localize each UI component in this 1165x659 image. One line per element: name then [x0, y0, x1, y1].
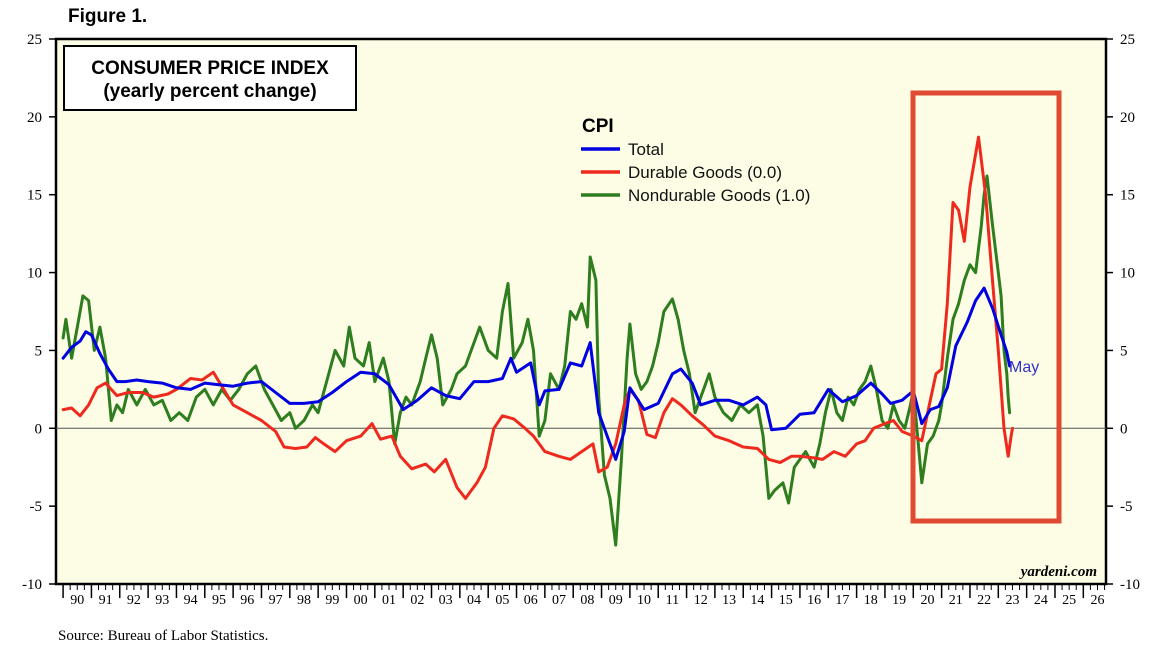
x-tick-label: 12 [694, 593, 708, 608]
x-tick-label: 01 [382, 593, 396, 608]
x-tick-label: 17 [835, 593, 849, 608]
y-tick-label-left: 15 [27, 188, 42, 204]
x-tick-label: 23 [1005, 593, 1019, 608]
x-tick-label: 22 [977, 593, 991, 608]
x-tick-label: 97 [269, 593, 283, 608]
title-line-1: CONSUMER PRICE INDEX [91, 58, 329, 79]
y-tick-label-right: 25 [1120, 32, 1135, 48]
plot-area [54, 37, 1108, 586]
y-tick-label-right: 5 [1120, 343, 1128, 359]
y-tick-label-left: 0 [35, 421, 43, 437]
y-tick-label-left: 25 [27, 32, 42, 48]
right-y-axis: -10 -5 0 5 10 15 20 25 [1106, 32, 1140, 593]
x-tick-label: 02 [410, 593, 424, 608]
x-tick-label: 15 [779, 593, 793, 608]
series-line-durable [61, 135, 1014, 500]
x-tick-label: 13 [722, 593, 736, 608]
x-tick-label: 04 [467, 593, 481, 608]
x-tick-label: 95 [212, 593, 226, 608]
x-tick-label: 10 [637, 593, 651, 608]
x-tick-label: 07 [552, 593, 566, 608]
title-line-2: (yearly percent change) [103, 81, 316, 102]
title-box [63, 45, 357, 111]
x-tick-label: 06 [524, 593, 538, 608]
watermark: yardeni.com [1019, 564, 1097, 580]
x-tick-label: 93 [155, 593, 169, 608]
y-tick-label-right: 20 [1120, 110, 1135, 126]
x-tick-label: 92 [127, 593, 141, 608]
x-tick-label: 21 [949, 593, 963, 608]
x-tick-label: 08 [580, 593, 594, 608]
x-tick-label: 19 [892, 593, 906, 608]
x-tick-label: 24 [1034, 593, 1048, 608]
series-line-nondurable [61, 174, 1012, 547]
x-tick-label: 98 [297, 593, 311, 608]
end-label: May [1009, 359, 1039, 376]
y-tick-label-right: 15 [1120, 188, 1135, 204]
legend-label-total: Total [628, 140, 664, 159]
x-tick-label: 18 [864, 593, 878, 608]
y-tick-label-left: 10 [27, 266, 42, 282]
left-y-axis: -10 -5 0 5 10 15 20 25 [22, 32, 56, 593]
y-tick-label-right: -10 [1120, 577, 1140, 593]
legend-label-durable: Durable Goods (0.0) [628, 163, 782, 182]
x-tick-label: 20 [920, 593, 934, 608]
x-tick-label: 14 [750, 593, 764, 608]
x-tick-label: 09 [609, 593, 623, 608]
source-note: Source: Bureau of Labor Statistics. [58, 628, 269, 644]
y-tick-label-left: -5 [30, 499, 43, 515]
x-axis: 90 91 92 93 94 95 96 97 98 99 00 01 02 03 04 05 06 07 08 09… [62, 584, 1106, 608]
x-tick-label: 91 [99, 593, 113, 608]
x-tick-label: 00 [354, 593, 368, 608]
x-tick-label: 05 [495, 593, 509, 608]
legend-label-nondurable: Nondurable Goods (1.0) [628, 186, 810, 205]
x-tick-label: 94 [184, 593, 198, 608]
y-tick-label-right: -5 [1120, 499, 1133, 515]
x-tick-label: 16 [807, 593, 821, 608]
y-tick-label-right: 10 [1120, 266, 1135, 282]
highlight-box [910, 90, 1062, 524]
x-tick-label: 25 [1062, 593, 1076, 608]
figure-label: Figure 1. [68, 6, 148, 27]
y-tick-label-left: 5 [35, 343, 43, 359]
series-line-total [61, 286, 1012, 461]
series-lines [61, 135, 1014, 547]
x-tick-label: 90 [70, 593, 84, 608]
y-tick-label-left: 20 [27, 110, 42, 126]
y-tick-label-right: 0 [1120, 421, 1128, 437]
x-tick-label: 03 [439, 593, 453, 608]
legend: CPI Total Durable Goods (0.0) Nondurable… [581, 116, 810, 205]
x-tick-label: 96 [240, 593, 254, 608]
x-tick-label: 99 [325, 593, 339, 608]
x-tick-label: 26 [1090, 593, 1104, 608]
legend-heading: CPI [582, 116, 614, 137]
x-tick-label: 11 [666, 593, 679, 608]
y-tick-label-left: -10 [22, 577, 42, 593]
